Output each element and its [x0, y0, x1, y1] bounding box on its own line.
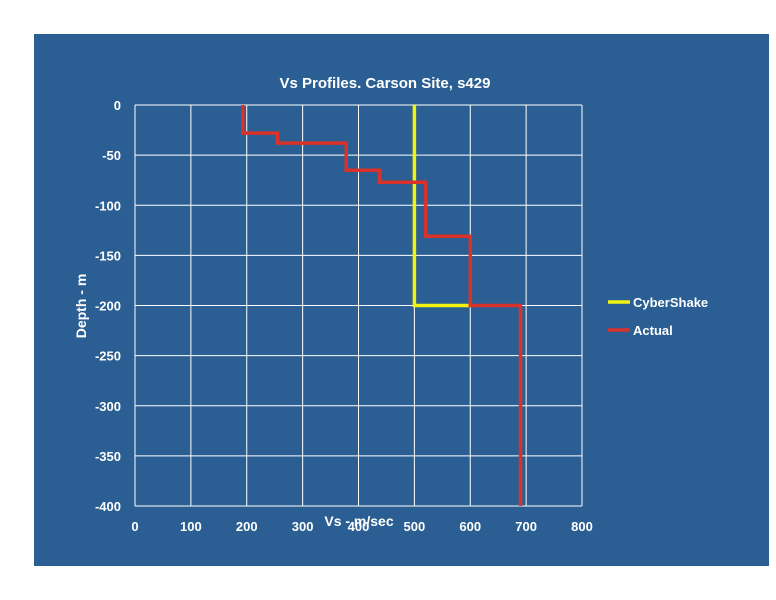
x-tick-label: 200: [236, 519, 258, 534]
x-tick-label: 0: [131, 519, 138, 534]
x-tick-label: 700: [515, 519, 537, 534]
y-tick-label: -350: [95, 449, 121, 464]
series-line-cybershake: [412, 105, 471, 308]
y-tick-label: -150: [95, 248, 121, 263]
legend-label: Actual: [633, 323, 673, 338]
x-tick-label: 600: [459, 519, 481, 534]
series: [241, 105, 523, 506]
y-tick-label: -400: [95, 499, 121, 514]
series-line-actual: [241, 105, 523, 506]
y-tick-label: -100: [95, 198, 121, 213]
legend: CyberShake Actual: [608, 295, 708, 338]
y-tick-label: -200: [95, 299, 121, 314]
chart-title: Vs Profiles. Carson Site, s429: [280, 75, 491, 92]
y-axis-label: Depth - m: [73, 274, 89, 339]
y-tick-label: -50: [102, 148, 121, 163]
x-tick-label: 400: [348, 519, 370, 534]
x-tick-label: 300: [292, 519, 314, 534]
y-tick-label: 0: [114, 98, 121, 113]
chart-panel: 0 100 200 300 400 500 600 700 800 0 -50 -100 -150 -20…: [34, 34, 769, 566]
axes: 0 100 200 300 400 500 600 700 800 0 -50 -100 -150 -20…: [95, 98, 593, 534]
x-tick-label: 800: [571, 519, 593, 534]
y-tick-label: -250: [95, 349, 121, 364]
x-tick-label: 500: [404, 519, 426, 534]
y-tick-label: -300: [95, 399, 121, 414]
chart: 0 100 200 300 400 500 600 700 800 0 -50 -100 -150 -20…: [73, 75, 708, 534]
x-axis-label: Vs - m/sec: [324, 513, 393, 529]
x-tick-label: 100: [180, 519, 202, 534]
legend-label: CyberShake: [633, 295, 708, 310]
